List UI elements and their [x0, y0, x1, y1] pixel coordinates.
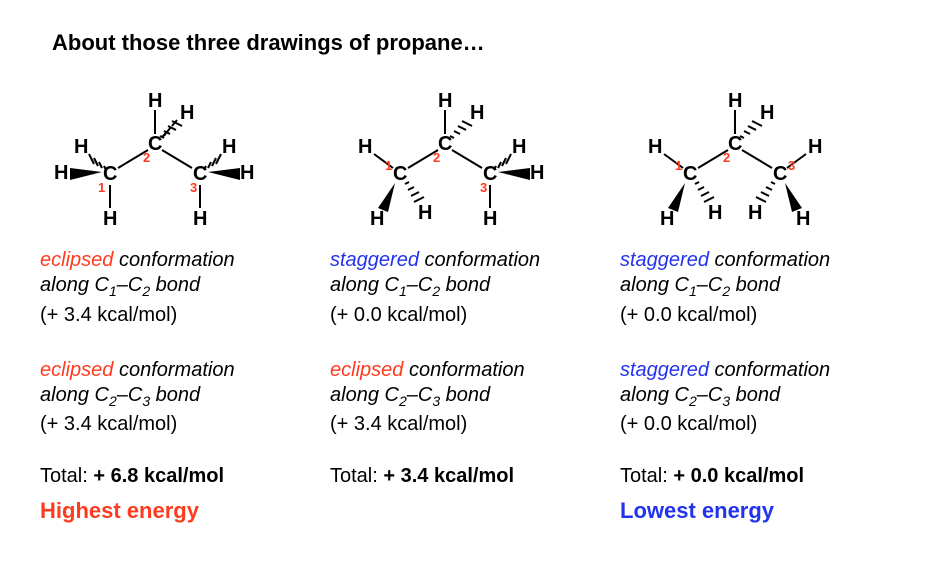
bond-text: along C1–C2 bond — [330, 274, 490, 296]
c2-num: 2 — [723, 150, 730, 165]
energy-label-1: Highest energy — [40, 498, 340, 524]
c1-label: C — [683, 163, 697, 186]
h-label: H — [748, 202, 762, 225]
conformer-col-1: C C C 1 2 3 H H H H H H H H eclipsed con… — [40, 80, 340, 524]
h-label: H — [193, 208, 207, 231]
total-prefix: Total: — [40, 465, 93, 487]
kcal-text: (+ 0.0 kcal/mol) — [330, 303, 630, 328]
bond-text: along C1–C2 bond — [620, 274, 780, 296]
c3-num: 3 — [480, 180, 487, 195]
conform-rest: conformation — [113, 249, 234, 271]
page-title: About those three drawings of propane… — [52, 30, 485, 56]
kcal-text: (+ 0.0 kcal/mol) — [620, 412, 920, 437]
c2c3-desc-1: eclipsed conformation along C2–C3 bond (… — [40, 358, 340, 438]
h-label: H — [180, 102, 194, 125]
h-label: H — [438, 90, 452, 113]
kcal-text: (+ 3.4 kcal/mol) — [40, 303, 340, 328]
conform-rest: conformation — [709, 359, 830, 381]
bond-text: along C1–C2 bond — [40, 274, 200, 296]
c2c3-desc-2: eclipsed conformation along C2–C3 bond (… — [330, 358, 630, 438]
conform-rest: conformation — [113, 359, 234, 381]
c2-num: 2 — [143, 150, 150, 165]
bond-text: along C2–C3 bond — [620, 384, 780, 406]
c3-label: C — [773, 163, 787, 186]
c1c2-desc-3: staggered conformation along C1–C2 bond … — [620, 248, 920, 328]
structure-3: C C C 1 2 3 H H H H H H H H — [620, 80, 920, 240]
h-label: H — [418, 202, 432, 225]
total-value: + 3.4 kcal/mol — [383, 465, 514, 487]
c2-num: 2 — [433, 150, 440, 165]
structure-1: C C C 1 2 3 H H H H H H H H — [40, 80, 340, 240]
kcal-text: (+ 3.4 kcal/mol) — [330, 412, 630, 437]
h-label: H — [483, 208, 497, 231]
total-1: Total: + 6.8 kcal/mol — [40, 465, 340, 488]
c1-num: 1 — [98, 180, 105, 195]
total-3: Total: + 0.0 kcal/mol — [620, 465, 920, 488]
h-label: H — [148, 90, 162, 113]
conform-type: staggered — [620, 359, 709, 381]
h-label: H — [240, 162, 254, 185]
c1-num: 1 — [385, 158, 392, 173]
h-label: H — [708, 202, 722, 225]
total-value: + 6.8 kcal/mol — [93, 465, 224, 487]
h-label: H — [512, 136, 526, 159]
conform-rest: conformation — [419, 249, 540, 271]
conform-type: eclipsed — [40, 359, 113, 381]
c1-label: C — [393, 163, 407, 186]
conform-type: staggered — [330, 249, 419, 271]
h-label: H — [760, 102, 774, 125]
c3-num: 3 — [788, 158, 795, 173]
h-label: H — [74, 136, 88, 159]
h-label: H — [358, 136, 372, 159]
h-label: H — [103, 208, 117, 231]
conform-type: eclipsed — [330, 359, 403, 381]
h-label: H — [222, 136, 236, 159]
conform-rest: conformation — [709, 249, 830, 271]
kcal-text: (+ 0.0 kcal/mol) — [620, 303, 920, 328]
total-2: Total: + 3.4 kcal/mol — [330, 465, 630, 488]
c1c2-desc-2: staggered conformation along C1–C2 bond … — [330, 248, 630, 328]
total-prefix: Total: — [620, 465, 673, 487]
h-label: H — [54, 162, 68, 185]
bond-text: along C2–C3 bond — [40, 384, 200, 406]
c1c2-desc-1: eclipsed conformation along C1–C2 bond (… — [40, 248, 340, 328]
conform-rest: conformation — [403, 359, 524, 381]
total-value: + 0.0 kcal/mol — [673, 465, 804, 487]
conform-type: eclipsed — [40, 249, 113, 271]
energy-label-3: Lowest energy — [620, 498, 920, 524]
c3-num: 3 — [190, 180, 197, 195]
bond-text: along C2–C3 bond — [330, 384, 490, 406]
kcal-text: (+ 3.4 kcal/mol) — [40, 412, 340, 437]
h-label: H — [796, 208, 810, 231]
h-label: H — [808, 136, 822, 159]
h-label: H — [728, 90, 742, 113]
h-label: H — [530, 162, 544, 185]
conformer-col-2: C C C 1 2 3 H H H H H H H H staggered co… — [330, 80, 630, 498]
c2c3-desc-3: staggered conformation along C2–C3 bond … — [620, 358, 920, 438]
structure-2: C C C 1 2 3 H H H H H H H H — [330, 80, 630, 240]
h-label: H — [660, 208, 674, 231]
conformer-col-3: C C C 1 2 3 H H H H H H H H staggered co… — [620, 80, 920, 524]
c1-num: 1 — [675, 158, 682, 173]
h-label: H — [470, 102, 484, 125]
conform-type: staggered — [620, 249, 709, 271]
h-label: H — [370, 208, 384, 231]
total-prefix: Total: — [330, 465, 383, 487]
h-label: H — [648, 136, 662, 159]
